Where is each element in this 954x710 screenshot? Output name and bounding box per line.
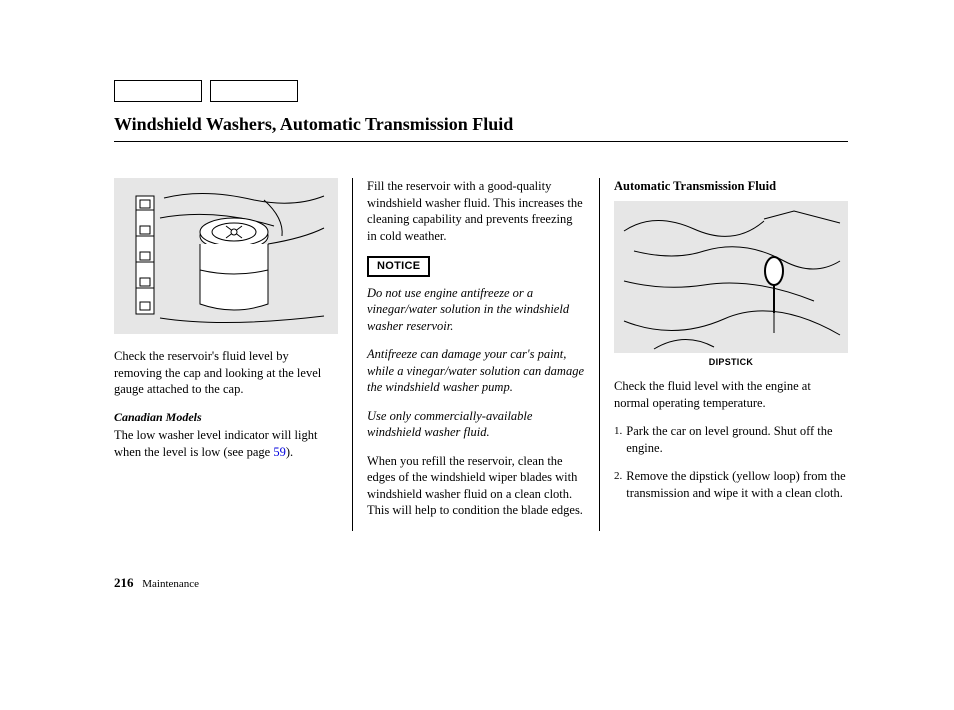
column-1: Check the reservoir's fluid level by rem… xyxy=(114,178,352,531)
page-footer: 216 Maintenance xyxy=(114,575,199,591)
col3-subhead-atf: Automatic Transmission Fluid xyxy=(614,178,848,195)
step-number: 1. xyxy=(614,423,622,456)
col3-paragraph-1: Check the fluid level with the engine at… xyxy=(614,378,848,411)
notice-paragraph-2: Antifreeze can damage your car's paint, … xyxy=(367,346,585,396)
procedure-step-1: 1. Park the car on level ground. Shut of… xyxy=(614,423,848,456)
figure-washer-reservoir xyxy=(114,178,338,334)
procedure-step-2: 2. Remove the dipstick (yellow loop) fro… xyxy=(614,468,848,501)
step-number: 2. xyxy=(614,468,622,501)
figure-dipstick xyxy=(614,201,848,353)
notice-paragraph-3: Use only commercially-available windshie… xyxy=(367,408,585,441)
step-text: Park the car on level ground. Shut off t… xyxy=(626,423,848,456)
page-number: 216 xyxy=(114,575,134,590)
col1-p2-text-b: ). xyxy=(286,445,293,459)
column-2: Fill the reservoir with a good-quality w… xyxy=(352,178,600,531)
col2-paragraph-2: When you refill the reservoir, clean the… xyxy=(367,453,585,519)
page-title: Windshield Washers, Automatic Transmissi… xyxy=(114,114,848,142)
tab-box-1 xyxy=(114,80,202,102)
content-columns: Check the reservoir's fluid level by rem… xyxy=(114,178,848,531)
notice-label-box: NOTICE xyxy=(367,256,430,277)
section-label: Maintenance xyxy=(142,578,199,590)
figure-caption-dipstick: DIPSTICK xyxy=(614,357,848,369)
col1-subhead-canadian: Canadian Models xyxy=(114,410,338,426)
notice-paragraph-1: Do not use engine antifreeze or a vinega… xyxy=(367,285,585,335)
tab-box-2 xyxy=(210,80,298,102)
col2-paragraph-1: Fill the reservoir with a good-quality w… xyxy=(367,178,585,244)
page-reference-link[interactable]: 59 xyxy=(273,445,286,459)
header-tabs xyxy=(114,80,848,102)
col1-paragraph-2: The low washer level indicator will ligh… xyxy=(114,427,338,460)
step-text: Remove the dipstick (yellow loop) from t… xyxy=(626,468,848,501)
col1-paragraph-1: Check the reservoir's fluid level by rem… xyxy=(114,348,338,398)
procedure-list: 1. Park the car on level ground. Shut of… xyxy=(614,423,848,501)
column-3: Automatic Transmission Fluid xyxy=(600,178,848,531)
